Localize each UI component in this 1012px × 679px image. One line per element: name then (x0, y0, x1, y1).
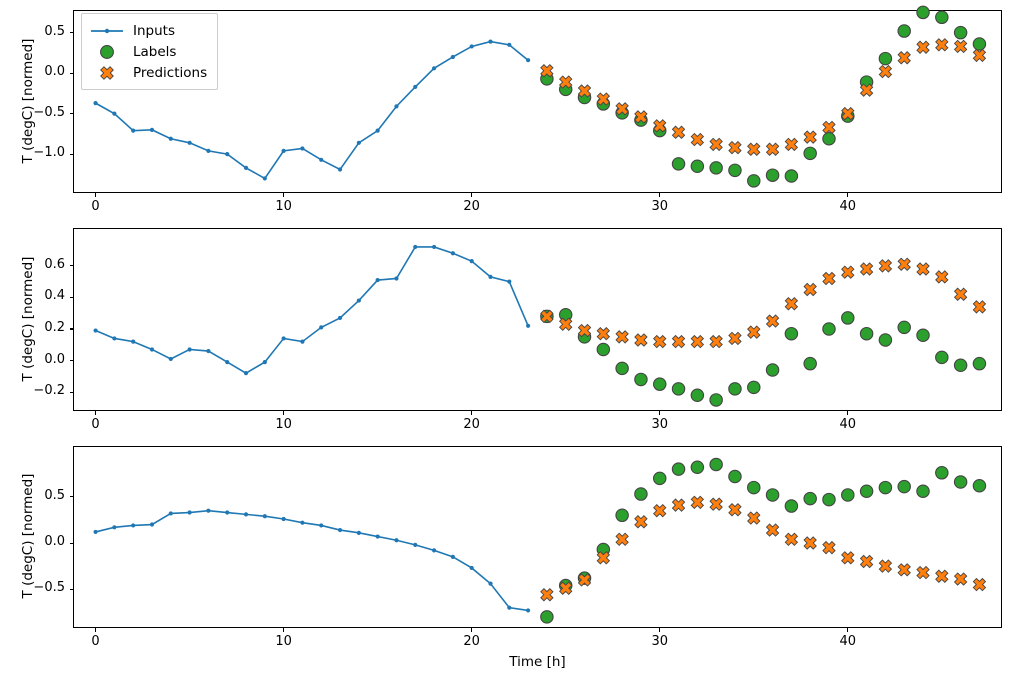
ytick-label-1-2: −0.5 (33, 104, 65, 120)
legend-marker-line-marker-icon (90, 22, 124, 40)
xtick-3-1 (283, 628, 285, 632)
xtick-label-1-1: 10 (275, 199, 292, 214)
plot-area-3 (73, 446, 1002, 628)
legend-item-predictions[interactable]: Predictions (90, 62, 207, 83)
xtick-3-2 (471, 628, 473, 632)
ytick-2-0 (69, 265, 73, 267)
legend-label: Labels (133, 43, 177, 60)
ytick-2-2 (69, 328, 73, 330)
xtick-2-0 (95, 411, 97, 415)
xtick-label-2-3: 30 (651, 417, 668, 432)
legend-item-labels[interactable]: Labels (90, 41, 207, 62)
ytick-3-1 (69, 542, 73, 544)
xtick-1-2 (471, 193, 473, 197)
xtick-3-3 (659, 628, 661, 632)
xtick-label-2-0: 0 (91, 417, 100, 432)
ytick-label-1-1: 0.0 (44, 64, 65, 80)
xtick-label-2-1: 10 (275, 417, 292, 432)
ytick-3-0 (69, 496, 73, 498)
ytick-1-3 (69, 153, 73, 155)
ytick-label-2-4: −0.2 (33, 383, 65, 399)
ytick-label-2-1: 0.4 (44, 288, 65, 304)
xtick-label-1-2: 20 (463, 199, 480, 214)
ytick-2-4 (69, 391, 73, 393)
xtick-label-3-3: 30 (651, 634, 668, 649)
xtick-label-3-1: 10 (275, 634, 292, 649)
xtick-label-3-2: 20 (463, 634, 480, 649)
ytick-label-3-1: 0.0 (44, 534, 65, 549)
ytick-1-0 (69, 32, 73, 34)
ytick-label-2-3: 0.0 (44, 351, 65, 367)
ytick-label-1-0: 0.5 (44, 23, 65, 39)
x-axis-label: Time [h] (509, 654, 566, 670)
xtick-2-2 (471, 411, 473, 415)
ytick-3-2 (69, 588, 73, 590)
y-axis-label-3: T (degC) [normed] (20, 473, 36, 599)
legend-marker-circle-icon (90, 43, 124, 61)
ytick-label-2-0: 0.6 (44, 256, 65, 272)
chart-legend: Inputs Labels Predictions (81, 13, 219, 90)
legend-label: Inputs (133, 22, 175, 39)
xtick-1-3 (659, 193, 661, 197)
legend-marker-x-marker-icon (90, 64, 124, 82)
xtick-3-0 (95, 628, 97, 632)
xtick-label-3-0: 0 (91, 634, 100, 649)
ytick-label-3-2: −0.5 (33, 580, 65, 596)
xtick-label-2-2: 20 (463, 417, 480, 432)
ytick-2-3 (69, 360, 73, 362)
xtick-label-1-0: 0 (91, 199, 100, 214)
ytick-label-1-3: −1.0 (33, 145, 65, 161)
xtick-label-2-4: 40 (839, 417, 857, 432)
ytick-label-2-2: 0.2 (44, 319, 65, 335)
xtick-2-1 (283, 411, 285, 415)
ytick-1-1 (69, 72, 73, 74)
xtick-3-4 (847, 628, 849, 632)
xtick-1-0 (95, 193, 97, 197)
legend-item-inputs[interactable]: Inputs (90, 20, 207, 41)
ytick-1-2 (69, 113, 73, 115)
xtick-2-3 (659, 411, 661, 415)
xtick-1-1 (283, 193, 285, 197)
xtick-2-4 (847, 411, 849, 415)
xtick-label-1-3: 30 (651, 199, 668, 214)
legend-label: Predictions (133, 64, 208, 81)
ytick-label-3-0: 0.5 (44, 487, 65, 503)
xtick-1-4 (847, 193, 849, 197)
ytick-2-1 (69, 296, 73, 298)
xtick-label-1-4: 40 (839, 199, 857, 214)
xtick-label-3-4: 40 (839, 634, 857, 649)
